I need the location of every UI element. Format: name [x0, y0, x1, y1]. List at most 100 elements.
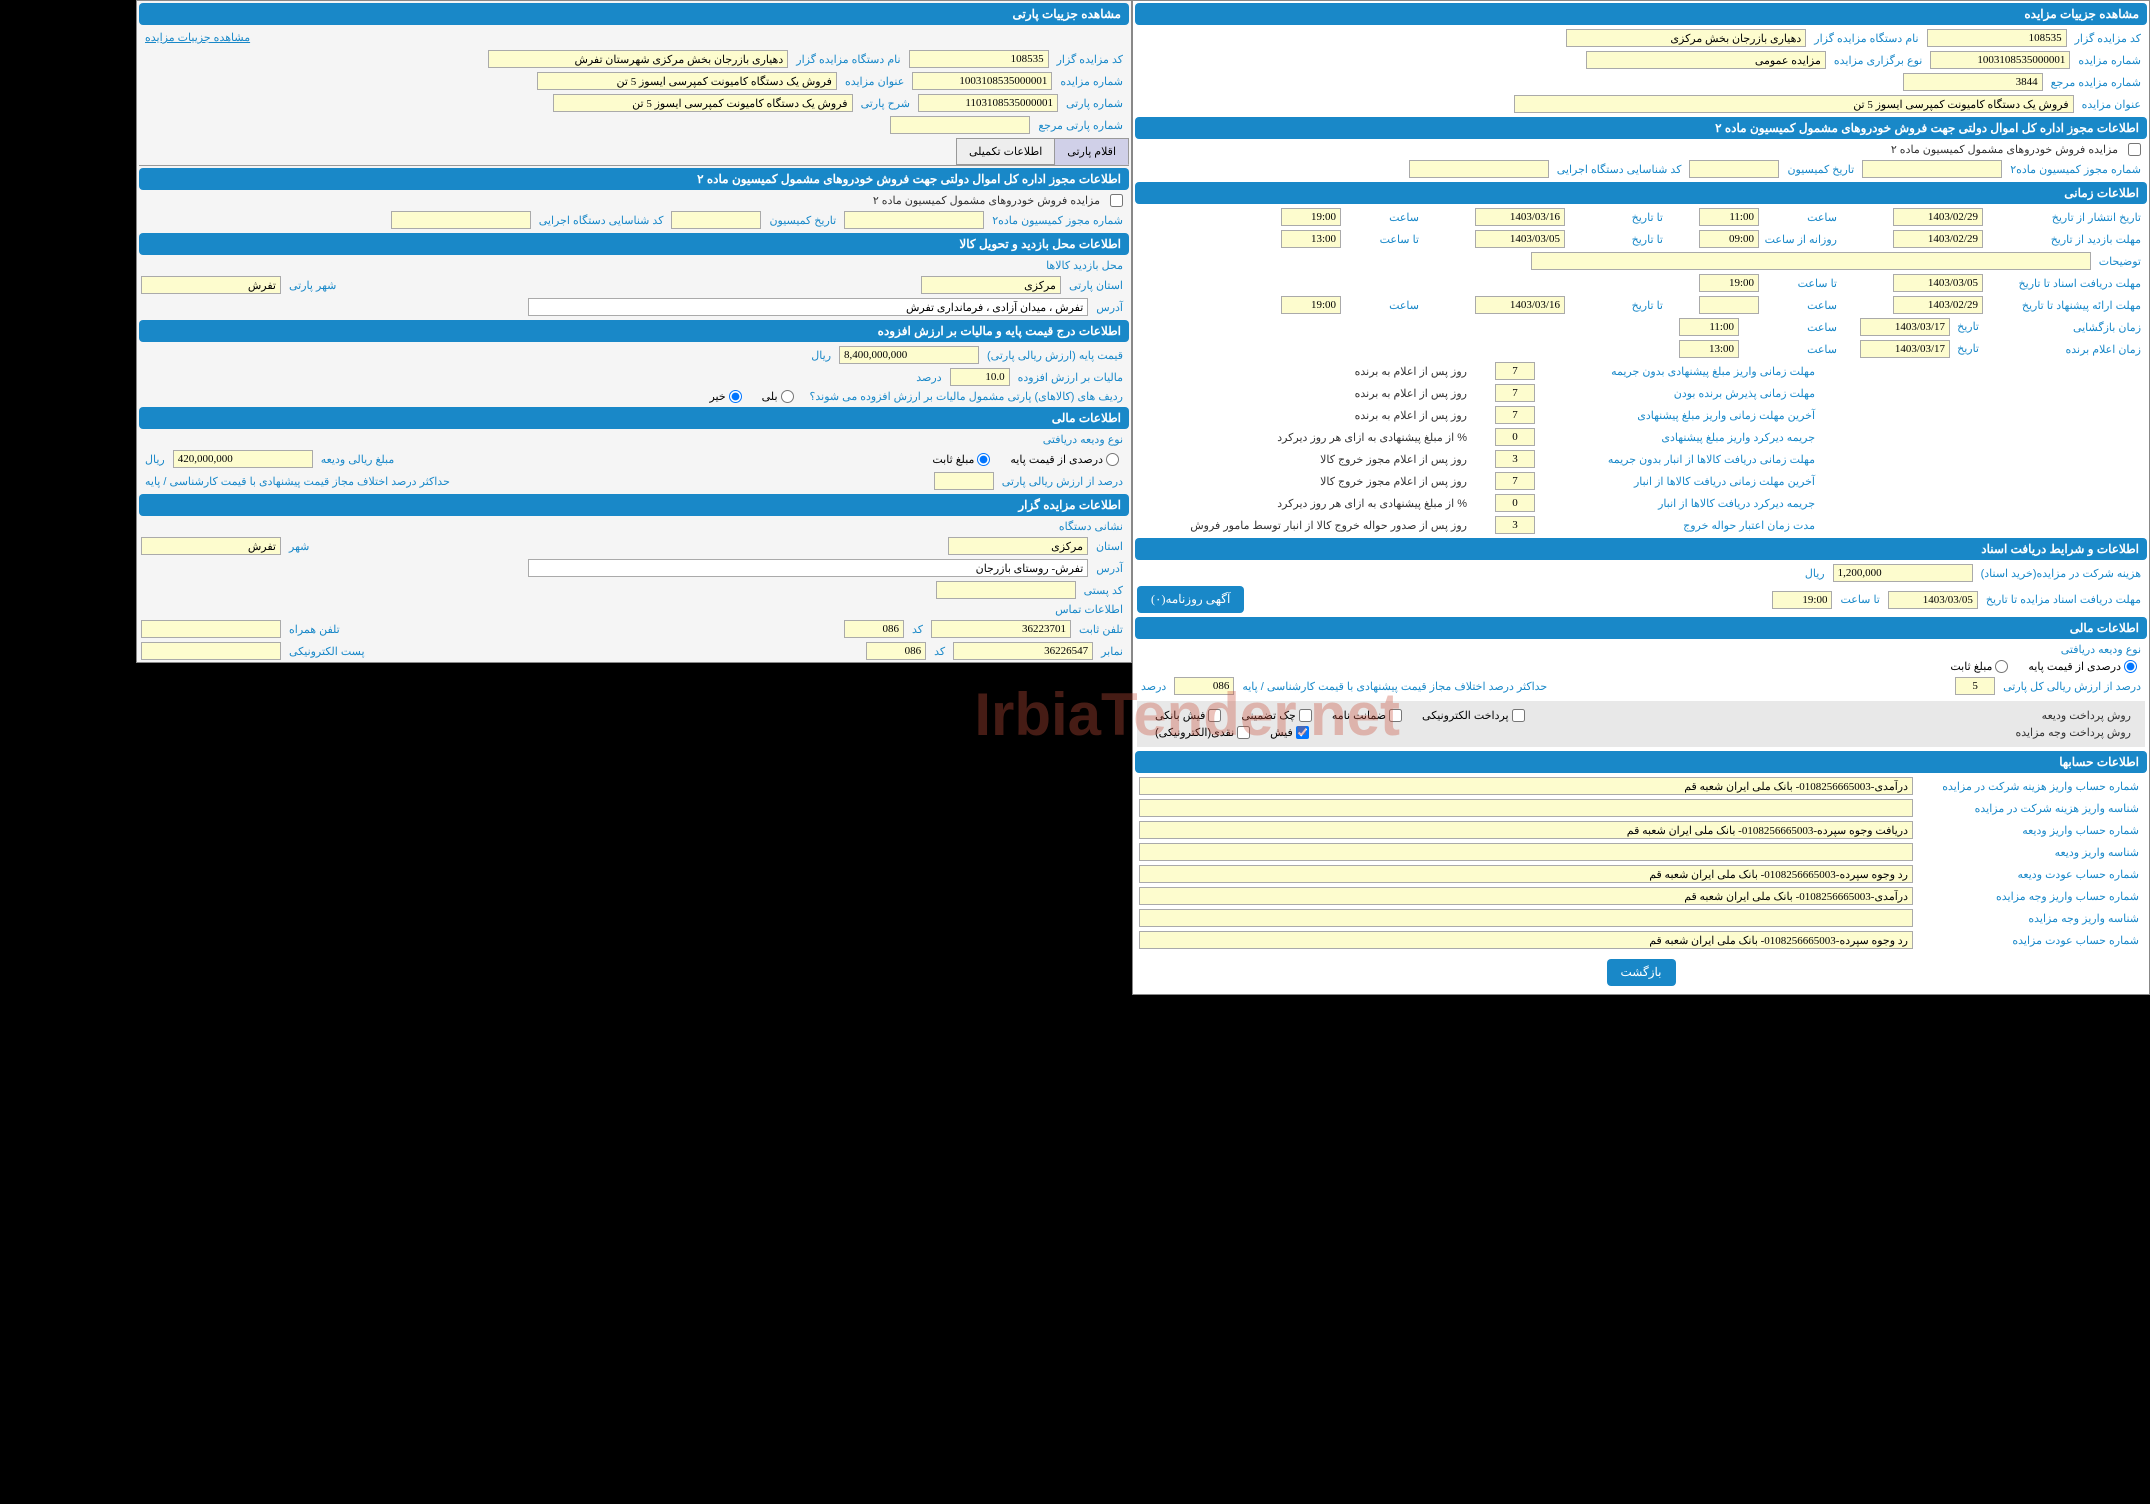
a7-input[interactable]	[1139, 909, 1913, 927]
open-t-input[interactable]	[1679, 318, 1739, 336]
auction-no-input[interactable]	[1930, 51, 2070, 69]
tab-extra-info[interactable]: اطلاعات تکمیلی	[956, 138, 1055, 165]
tab-party-items[interactable]: اقلام پارتی	[1054, 138, 1129, 165]
bid-to-input[interactable]	[1475, 296, 1565, 314]
l-exec-input[interactable]	[391, 211, 531, 229]
l-permit-date-input[interactable]	[671, 211, 761, 229]
chk-chk[interactable]	[1299, 709, 1312, 722]
l-prov-input[interactable]	[921, 276, 1061, 294]
l-yes-radio[interactable]	[781, 390, 794, 403]
a5-input[interactable]	[1139, 865, 1913, 883]
p7-input[interactable]	[1495, 494, 1535, 512]
a1-input[interactable]	[1139, 777, 1913, 795]
l-party-input[interactable]	[918, 94, 1058, 112]
l-ocity-input[interactable]	[141, 537, 281, 555]
p1-input[interactable]	[1495, 362, 1535, 380]
p2-input[interactable]	[1495, 384, 1535, 402]
l-base-input[interactable]	[839, 346, 979, 364]
visit-t2-input[interactable]	[1281, 230, 1341, 248]
newspaper-button[interactable]: آگهی روزنامه(۰)	[1137, 586, 1244, 613]
l-city-input[interactable]	[141, 276, 281, 294]
l-pct-radio[interactable]	[1106, 453, 1119, 466]
a4-input[interactable]	[1139, 843, 1913, 861]
p5-input[interactable]	[1495, 450, 1535, 468]
auction-code-input[interactable]	[1927, 29, 2067, 47]
pct-val-input[interactable]	[1955, 677, 1995, 695]
p4-input[interactable]	[1495, 428, 1535, 446]
p8-input[interactable]	[1495, 516, 1535, 534]
guar-chk[interactable]	[1389, 709, 1402, 722]
l-email-input[interactable]	[141, 642, 281, 660]
pct-radio[interactable]	[2124, 660, 2137, 673]
l-fcode-input[interactable]	[866, 642, 926, 660]
ecash-chk[interactable]	[1237, 726, 1250, 739]
fish-chk[interactable]	[1296, 726, 1309, 739]
chk-lbl: چک تضمینی	[1241, 709, 1295, 722]
a8-input[interactable]	[1139, 931, 1913, 949]
exec-code-input[interactable]	[1409, 160, 1549, 178]
ref-input[interactable]	[1903, 73, 2043, 91]
pub-t1-input[interactable]	[1699, 208, 1759, 226]
pub-t2-input[interactable]	[1281, 208, 1341, 226]
deadline-input[interactable]	[1888, 591, 1978, 609]
bid-t-input[interactable]	[1281, 296, 1341, 314]
elec-chk[interactable]	[1512, 709, 1525, 722]
l-no-input[interactable]	[912, 72, 1052, 90]
l-addr-input[interactable]	[528, 298, 1088, 316]
l-desc-input[interactable]	[553, 94, 853, 112]
l-fixed-radio[interactable]	[977, 453, 990, 466]
l-mob-input[interactable]	[141, 620, 281, 638]
l-subj-input[interactable]	[537, 72, 837, 90]
bid-from-input[interactable]	[1893, 296, 1983, 314]
pub-to-input[interactable]	[1475, 208, 1565, 226]
l-dep-amt-input[interactable]	[173, 450, 313, 468]
doc-t-input[interactable]	[1699, 274, 1759, 292]
l-ocity-lbl: شهر	[285, 540, 313, 553]
until-input[interactable]	[1772, 591, 1832, 609]
a2-input[interactable]	[1139, 799, 1913, 817]
l-vat-input[interactable]	[950, 368, 1010, 386]
permit-no-input[interactable]	[1862, 160, 2002, 178]
l-oprov-input[interactable]	[948, 537, 1088, 555]
l-no-radio[interactable]	[729, 390, 742, 403]
l-fulladdr-input[interactable]	[528, 559, 1088, 577]
a6-input[interactable]	[1139, 887, 1913, 905]
l-tel-input[interactable]	[931, 620, 1071, 638]
l-zip-input[interactable]	[936, 581, 1076, 599]
org-input[interactable]	[1566, 29, 1806, 47]
bank-chk[interactable]	[1208, 709, 1221, 722]
fixed-radio[interactable]	[1995, 660, 2008, 673]
doc-to-input[interactable]	[1893, 274, 1983, 292]
permit-date-input[interactable]	[1689, 160, 1779, 178]
l-code-input[interactable]	[909, 50, 1049, 68]
p3-input[interactable]	[1495, 406, 1535, 424]
commission-checkbox[interactable]	[2128, 143, 2141, 156]
diff-input[interactable]	[1174, 677, 1234, 695]
win-t-input[interactable]	[1679, 340, 1739, 358]
visit-to-input[interactable]	[1475, 230, 1565, 248]
l-permit-input[interactable]	[844, 211, 984, 229]
l-commission-checkbox[interactable]	[1110, 194, 1123, 207]
l-fax-input[interactable]	[953, 642, 1093, 660]
back-button[interactable]: بازگشت	[1607, 959, 1676, 986]
win-d-input[interactable]	[1860, 340, 1950, 358]
type-input[interactable]	[1586, 51, 1826, 69]
visit-t1-input[interactable]	[1699, 230, 1759, 248]
l-code-input2[interactable]	[844, 620, 904, 638]
view-auction-link[interactable]: مشاهده جزییات مزایده	[137, 27, 258, 48]
open-d-input[interactable]	[1860, 318, 1950, 336]
l-ref-input[interactable]	[890, 116, 1030, 134]
fee-input[interactable]	[1833, 564, 1973, 582]
pub-from-input[interactable]	[1893, 208, 1983, 226]
subject-input[interactable]	[1514, 95, 2074, 113]
p6-input[interactable]	[1495, 472, 1535, 490]
visit-from-input[interactable]	[1893, 230, 1983, 248]
a3-input[interactable]	[1139, 821, 1913, 839]
l-org-input[interactable]	[488, 50, 788, 68]
fixed-radio-lbl: مبلغ ثابت	[1950, 660, 1992, 673]
p5-u: روز پس از اعلام مجوز خروج کالا	[1141, 453, 1471, 466]
bid-t0-input[interactable]	[1699, 296, 1759, 314]
notes-input[interactable]	[1531, 252, 2091, 270]
l-pct-val-input[interactable]	[934, 472, 994, 490]
auction-code-label: کد مزایده گزار	[2071, 32, 2145, 45]
